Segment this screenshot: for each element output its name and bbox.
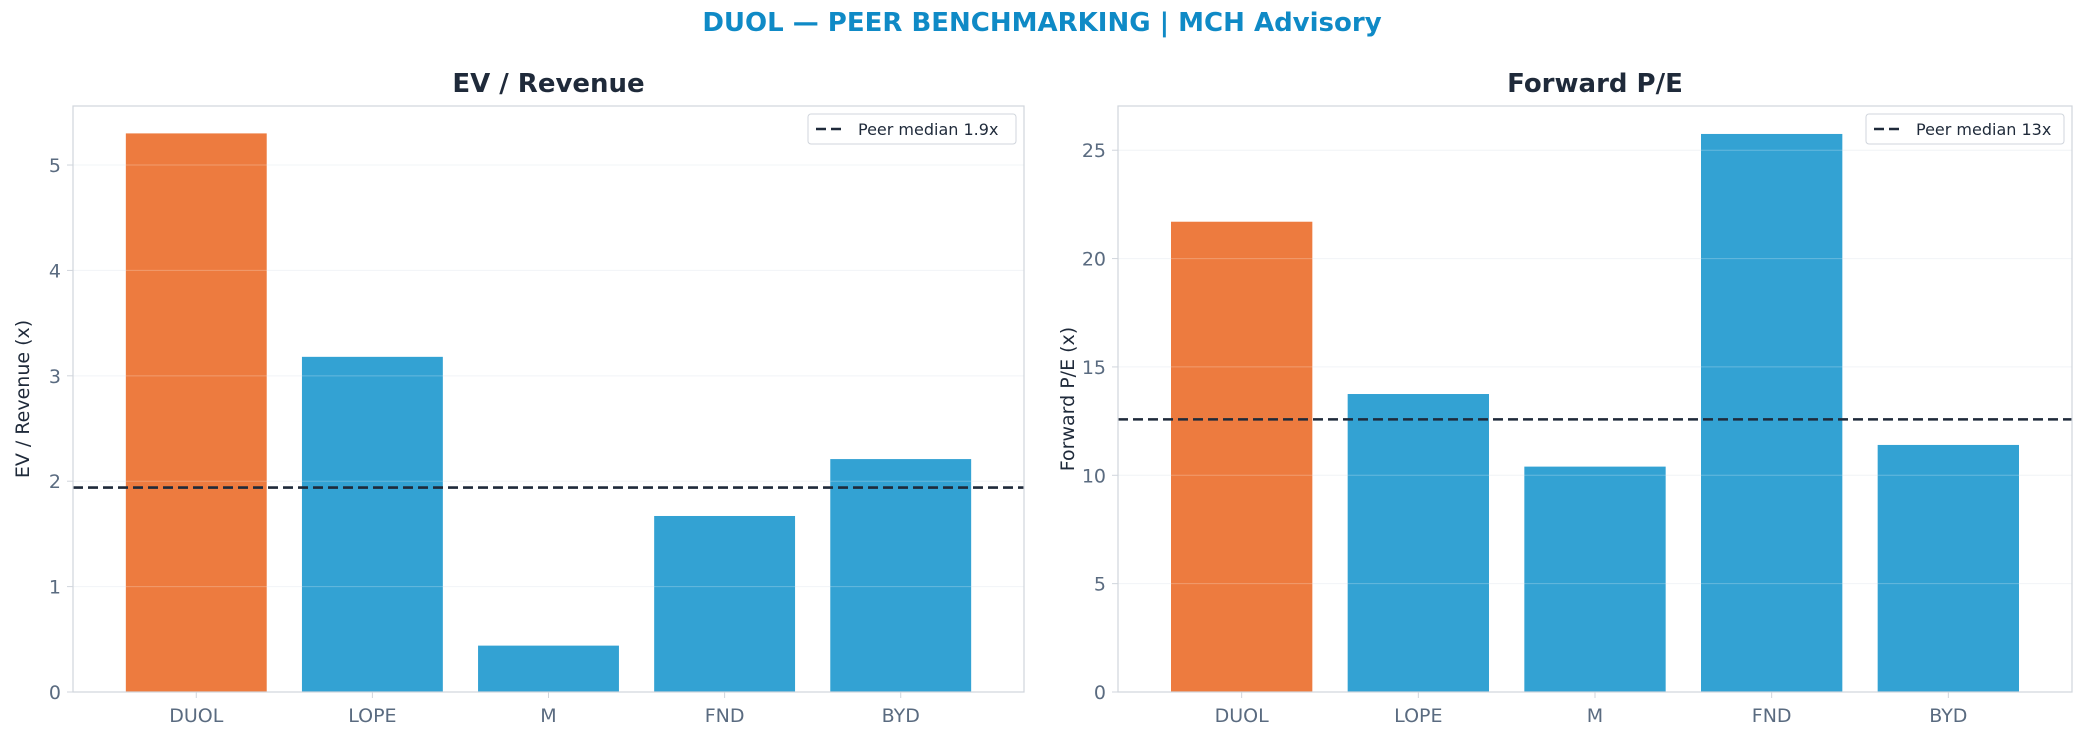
bar-duol xyxy=(1171,221,1313,693)
legend-box xyxy=(807,113,1017,145)
bar-duol xyxy=(125,133,267,692)
x-tick-label: FND xyxy=(1752,705,1792,727)
legend: Peer median 1.9x xyxy=(807,113,1017,145)
axes-frame xyxy=(1117,105,2073,693)
y-axis-label: Forward P/E (x) xyxy=(1057,327,1079,471)
bar-lope xyxy=(1347,394,1489,692)
chart-title: Forward P/E xyxy=(1507,69,1683,99)
bar-fnd xyxy=(1701,133,1843,692)
bar-m xyxy=(478,645,619,692)
figure-title: DUOL — PEER BENCHMARKING | MCH Advisory xyxy=(702,8,1382,38)
x-tick-label: FND xyxy=(705,705,745,727)
bar-fnd xyxy=(654,515,796,692)
bar-byd xyxy=(830,459,972,692)
legend: Peer median 13x xyxy=(1865,113,2065,145)
legend-label: Peer median 13x xyxy=(1916,120,2051,139)
y-tick-label: 2 xyxy=(49,471,61,493)
y-tick-label: 20 xyxy=(1082,249,1106,271)
y-tick-label: 4 xyxy=(49,260,61,282)
y-tick-label: 5 xyxy=(1094,574,1106,596)
x-tick-label: DUOL xyxy=(1215,705,1269,727)
legend-label: Peer median 1.9x xyxy=(858,120,998,139)
y-tick-label: 3 xyxy=(49,366,61,388)
chart-title: EV / Revenue xyxy=(452,69,644,99)
y-tick-label: 25 xyxy=(1082,140,1106,162)
x-tick-label: LOPE xyxy=(348,705,396,727)
y-tick-label: 0 xyxy=(49,682,61,704)
y-tick-label: 5 xyxy=(49,155,61,177)
x-tick-label: DUOL xyxy=(169,705,223,727)
y-tick-label: 0 xyxy=(1094,682,1106,704)
axes-frame xyxy=(72,105,1025,693)
x-tick-label: LOPE xyxy=(1394,705,1442,727)
y-tick-label: 10 xyxy=(1082,465,1106,487)
y-axis-label: EV / Revenue (x) xyxy=(12,320,34,478)
x-tick-label: M xyxy=(1587,705,1603,727)
bar-lope xyxy=(301,356,443,692)
bar-m xyxy=(1524,466,1666,692)
y-tick-label: 1 xyxy=(49,577,61,599)
chart-panel-2: DUOL LOPE M FND BYD 0 5 10 15 20 25 Forward P/E Forw… xyxy=(1057,69,2073,727)
chart-panel-1: DUOL LOPE M FND BYD 0 1 2 3 4 5 EV / Revenue EV / Re… xyxy=(12,69,1025,727)
x-tick-label: BYD xyxy=(1929,705,1967,727)
legend-box xyxy=(1865,113,2065,145)
bar-byd xyxy=(1877,444,2019,692)
y-tick-label: 15 xyxy=(1082,357,1106,379)
x-tick-label: M xyxy=(540,705,556,727)
x-tick-label: BYD xyxy=(882,705,920,727)
